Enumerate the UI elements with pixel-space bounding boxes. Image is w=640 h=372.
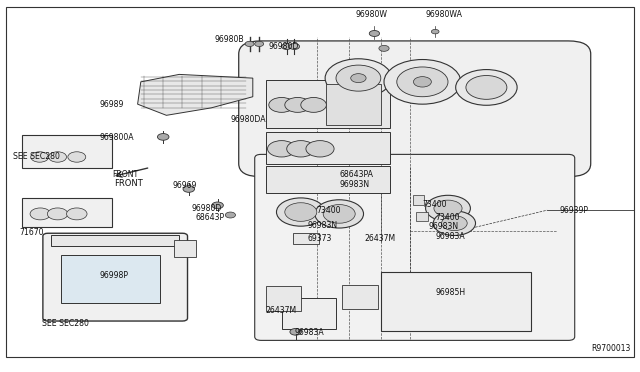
Text: 96939P: 96939P: [560, 206, 589, 215]
Circle shape: [351, 74, 366, 83]
Bar: [22, 135, 112, 168]
Circle shape: [67, 208, 87, 220]
Circle shape: [49, 152, 67, 162]
Circle shape: [269, 97, 294, 112]
Text: 96983N: 96983N: [339, 180, 369, 189]
Circle shape: [268, 141, 296, 157]
Text: 96983N: 96983N: [429, 222, 459, 231]
Text: 73400: 73400: [435, 213, 460, 222]
Bar: [416, 212, 428, 221]
Text: 96980DA: 96980DA: [230, 115, 266, 124]
Circle shape: [157, 134, 169, 140]
Text: FRONT: FRONT: [112, 170, 138, 179]
Circle shape: [433, 211, 476, 235]
Circle shape: [306, 141, 334, 157]
Bar: [51, 235, 179, 246]
Bar: [342, 285, 378, 309]
Circle shape: [384, 60, 461, 104]
Text: 26437M: 26437M: [266, 306, 297, 315]
Bar: [381, 272, 531, 331]
Circle shape: [245, 41, 254, 46]
Circle shape: [413, 77, 431, 87]
Text: 71670: 71670: [19, 228, 44, 237]
FancyBboxPatch shape: [255, 154, 575, 340]
Circle shape: [212, 202, 223, 209]
Text: 96980D: 96980D: [192, 204, 222, 213]
Bar: [326, 84, 381, 125]
FancyBboxPatch shape: [239, 36, 600, 349]
Text: 26437M: 26437M: [365, 234, 396, 243]
Bar: [22, 198, 112, 227]
Text: 73400: 73400: [317, 206, 341, 215]
Bar: [293, 233, 319, 244]
Circle shape: [31, 152, 49, 162]
Circle shape: [379, 45, 389, 51]
Text: SEE SEC280: SEE SEC280: [42, 319, 88, 328]
FancyBboxPatch shape: [43, 233, 188, 321]
FancyBboxPatch shape: [239, 41, 591, 177]
Text: 96980W: 96980W: [355, 10, 387, 19]
Text: 96985H: 96985H: [435, 288, 465, 296]
Circle shape: [369, 31, 380, 36]
Circle shape: [466, 76, 507, 99]
Text: 96998P: 96998P: [99, 271, 128, 280]
Text: 96969: 96969: [173, 182, 197, 190]
Bar: [61, 255, 160, 303]
Bar: [266, 166, 390, 193]
Circle shape: [290, 328, 301, 335]
Bar: [174, 240, 196, 257]
Circle shape: [301, 97, 326, 112]
Circle shape: [47, 208, 68, 220]
Text: 96983A: 96983A: [294, 328, 324, 337]
Text: 73400: 73400: [422, 200, 447, 209]
Circle shape: [442, 216, 467, 231]
Text: FRONT: FRONT: [114, 179, 143, 187]
Bar: [413, 195, 424, 205]
Bar: [282, 298, 336, 329]
Circle shape: [285, 97, 310, 112]
Circle shape: [323, 205, 355, 223]
Circle shape: [68, 152, 86, 162]
Text: 69373: 69373: [307, 234, 332, 243]
Circle shape: [431, 29, 439, 34]
Bar: [266, 132, 390, 164]
Text: 96983N: 96983N: [307, 221, 337, 230]
Text: 96980D: 96980D: [269, 42, 299, 51]
Bar: [266, 286, 301, 311]
Text: 969800A: 969800A: [99, 133, 134, 142]
Text: 68643PA: 68643PA: [339, 170, 373, 179]
Circle shape: [336, 65, 381, 91]
Circle shape: [225, 212, 236, 218]
Circle shape: [183, 186, 195, 192]
Circle shape: [30, 208, 51, 220]
Circle shape: [276, 198, 325, 226]
Text: 96980WA: 96980WA: [426, 10, 463, 19]
Circle shape: [282, 44, 292, 49]
Circle shape: [315, 200, 364, 228]
Circle shape: [287, 141, 315, 157]
Circle shape: [434, 200, 462, 217]
Text: 68643P: 68643P: [195, 213, 225, 222]
Bar: [266, 80, 390, 128]
Polygon shape: [138, 74, 253, 115]
Circle shape: [397, 67, 448, 97]
Text: R9700013: R9700013: [591, 344, 630, 353]
Circle shape: [285, 203, 317, 221]
Circle shape: [289, 44, 300, 49]
Circle shape: [325, 59, 392, 97]
Text: SEE SEC280: SEE SEC280: [13, 152, 60, 161]
Text: 96989: 96989: [99, 100, 124, 109]
Text: 96983A: 96983A: [435, 232, 465, 241]
Circle shape: [426, 195, 470, 221]
Text: 96980B: 96980B: [214, 35, 244, 44]
Circle shape: [456, 70, 517, 105]
Circle shape: [255, 41, 264, 46]
